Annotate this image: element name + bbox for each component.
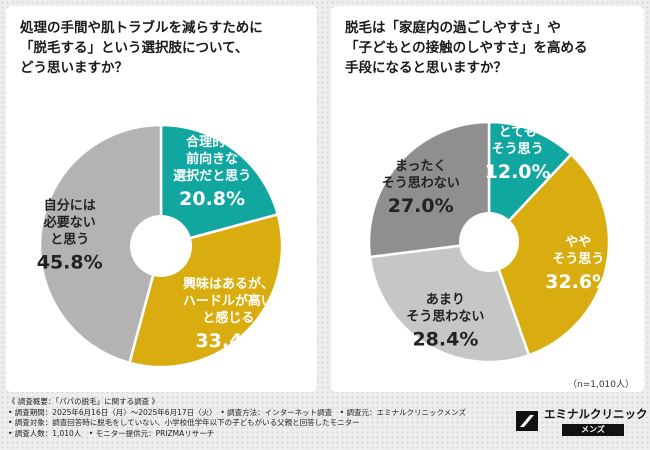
brand-sub: メンズ — [562, 424, 624, 436]
slice-label: 前向きな — [186, 151, 238, 167]
slice-value-label: 32.6% — [545, 271, 611, 293]
chart-title-line: 脱毛は「家庭内の過ごしやすさ」や — [345, 20, 561, 36]
slice-label: そう思う — [552, 252, 604, 267]
chart-title-line: 「脱毛する」という選択肢について、 — [20, 40, 249, 56]
slice-value-label: 27.0% — [388, 195, 454, 217]
chart-title-line: 処理の手間や肌トラブルを減らすために — [20, 20, 263, 36]
pie-chart-right: とてもそう思う12.0%ややそう思う32.6%あまりそう思わない28.4%まった… — [367, 120, 611, 364]
sample-size: （n=1,010人） — [567, 380, 634, 390]
brand-mark-icon — [516, 411, 538, 431]
chart-panel-right: 脱毛は「家庭内の過ごしやすさ」や 「子どもとの接触のしやすさ」を高める 手段にな… — [331, 6, 644, 392]
slice-label: と感じる — [202, 310, 254, 326]
slice-value-label: 45.8% — [37, 251, 103, 273]
chart-title-line: 「子どもとの接触のしやすさ」を高める — [345, 40, 588, 56]
slice-value-label: 20.8% — [179, 188, 245, 210]
slice-label: そう思わない — [406, 310, 484, 325]
survey-footer: 《 調査概要：「パパの脱毛」に関する調査 》 • 調査期間：2025年6月16日… — [8, 397, 508, 439]
slice-label: 合理的で — [186, 134, 238, 150]
donut-hole — [130, 215, 192, 277]
footer-line: 《 調査概要：「パパの脱毛」に関する調査 》 — [8, 397, 160, 406]
slice-label: まったく — [395, 159, 446, 174]
chart-title-right: 脱毛は「家庭内の過ごしやすさ」や 「子どもとの接触のしやすさ」を高める 手段にな… — [345, 18, 634, 78]
pie-slice — [487, 152, 611, 357]
slice-label: 自分には — [44, 197, 96, 213]
pie-slice — [159, 123, 280, 248]
pie-slice — [367, 120, 491, 259]
slice-value-label: 33.4% — [195, 330, 261, 352]
slice-label: と思う — [50, 232, 89, 247]
slice-label: 興味はあるが、 — [183, 276, 274, 292]
pie-slice — [487, 120, 573, 246]
brand-logo: エミナルクリニック メンズ — [514, 404, 648, 440]
footer-line: • 調査期間：2025年6月16日（月）～2025年6月17日（火） • 調査方… — [8, 407, 467, 417]
slice-label: そう思わない — [382, 176, 460, 191]
slice-label: あまり — [426, 293, 465, 308]
chart-panel-left: 処理の手間や肌トラブルを減らすために 「脱毛する」という選択肢について、 どう思… — [6, 6, 317, 392]
slice-value-label: 12.0% — [485, 161, 551, 183]
footer-line: • 調査人数：1,010人 • モニター提供元：PRIZMAリサーチ — [8, 428, 215, 438]
footer-line: • 調査対象：調査回答時に脱毛をしていない、小学校低学年以下の子どもがいる父親と… — [8, 418, 360, 427]
slice-label: ハードルが高い — [183, 293, 274, 309]
slice-label: 選択だと思う — [173, 168, 251, 184]
chart-title-line: 手段になると思いますか？ — [345, 60, 507, 76]
chart-title-left: 処理の手間や肌トラブルを減らすために 「脱毛する」という選択肢について、 どう思… — [20, 18, 307, 78]
slice-label: やや — [565, 235, 591, 250]
slice-value-label: 28.4% — [412, 329, 478, 351]
donut-hole — [459, 212, 519, 272]
pie-slice — [38, 123, 163, 365]
chart-title-line: どう思いますか？ — [20, 60, 128, 76]
brand-name: エミナルクリニック — [544, 407, 648, 421]
slice-label: そう思う — [492, 142, 544, 157]
slice-label: 必要ない — [43, 214, 96, 230]
slice-label: とても — [499, 125, 537, 140]
